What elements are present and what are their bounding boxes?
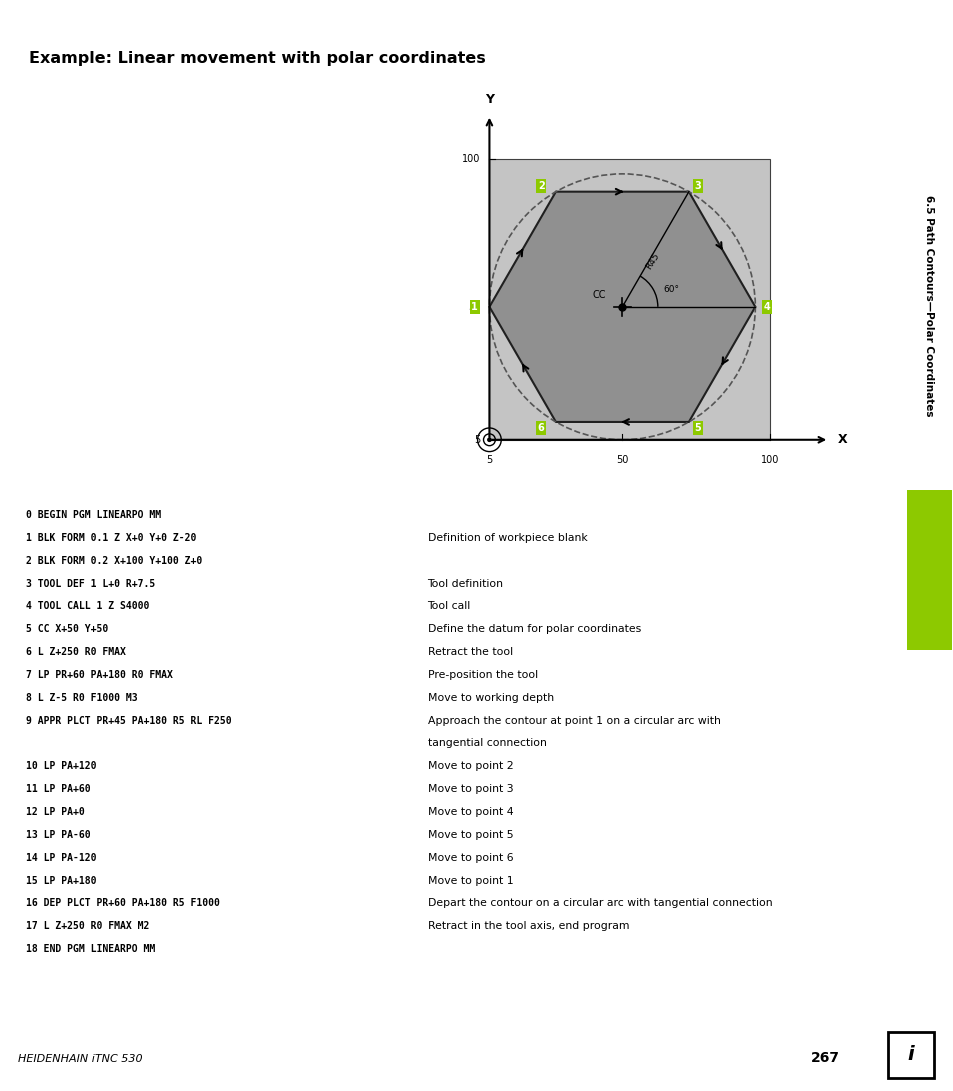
Text: Move to working depth: Move to working depth xyxy=(427,693,553,703)
Text: Move to point 2: Move to point 2 xyxy=(427,762,513,771)
Text: Define the datum for polar coordinates: Define the datum for polar coordinates xyxy=(427,624,640,634)
Text: 5: 5 xyxy=(486,455,492,465)
Text: Y: Y xyxy=(484,93,494,106)
Text: 6.5 Path Contours—Polar Coordinates: 6.5 Path Contours—Polar Coordinates xyxy=(923,194,934,417)
Text: 1: 1 xyxy=(471,302,477,312)
Text: i: i xyxy=(906,1045,913,1065)
Text: Move to point 4: Move to point 4 xyxy=(427,807,513,817)
Text: Example: Linear movement with polar coordinates: Example: Linear movement with polar coor… xyxy=(29,51,485,67)
Text: Move to point 3: Move to point 3 xyxy=(427,784,513,794)
Text: 5: 5 xyxy=(694,423,700,433)
Text: 17 L Z+250 R0 FMAX M2: 17 L Z+250 R0 FMAX M2 xyxy=(26,921,150,932)
Text: Pre-position the tool: Pre-position the tool xyxy=(427,670,537,680)
Text: Retract the tool: Retract the tool xyxy=(427,647,512,657)
Text: Approach the contour at point 1 on a circular arc with: Approach the contour at point 1 on a cir… xyxy=(427,716,720,726)
Text: Depart the contour on a circular arc with tangential connection: Depart the contour on a circular arc wit… xyxy=(427,898,771,909)
Bar xyxy=(906,490,950,650)
Text: CC: CC xyxy=(592,290,606,300)
Text: 6: 6 xyxy=(537,423,544,433)
FancyBboxPatch shape xyxy=(886,1032,933,1078)
Bar xyxy=(489,159,769,440)
Circle shape xyxy=(487,437,492,442)
Text: Move to point 1: Move to point 1 xyxy=(427,876,513,886)
Text: 100: 100 xyxy=(760,455,779,465)
Text: 50: 50 xyxy=(468,302,480,312)
Text: 4: 4 xyxy=(763,302,770,312)
Text: 2 BLK FORM 0.2 X+100 Y+100 Z+0: 2 BLK FORM 0.2 X+100 Y+100 Z+0 xyxy=(26,555,202,565)
Text: 11 LP PA+60: 11 LP PA+60 xyxy=(26,784,91,794)
Text: Tool call: Tool call xyxy=(427,601,471,611)
Text: 14 LP PA-120: 14 LP PA-120 xyxy=(26,853,96,863)
Text: 9 APPR PLCT PR+45 PA+180 R5 RL F250: 9 APPR PLCT PR+45 PA+180 R5 RL F250 xyxy=(26,716,232,726)
Text: 5 CC X+50 Y+50: 5 CC X+50 Y+50 xyxy=(26,624,108,634)
Text: tangential connection: tangential connection xyxy=(427,739,546,748)
Text: Definition of workpiece blank: Definition of workpiece blank xyxy=(427,532,587,543)
Text: 5: 5 xyxy=(474,435,480,445)
Text: Retract in the tool axis, end program: Retract in the tool axis, end program xyxy=(427,921,628,932)
Text: 12 LP PA+0: 12 LP PA+0 xyxy=(26,807,85,817)
Text: 4 TOOL CALL 1 Z S4000: 4 TOOL CALL 1 Z S4000 xyxy=(26,601,150,611)
Text: 60°: 60° xyxy=(663,285,679,295)
Text: Move to point 6: Move to point 6 xyxy=(427,853,513,863)
Text: HEIDENHAIN iTNC 530: HEIDENHAIN iTNC 530 xyxy=(18,1054,143,1064)
Text: 0 BEGIN PGM LINEARPO MM: 0 BEGIN PGM LINEARPO MM xyxy=(26,509,161,520)
Text: Move to point 5: Move to point 5 xyxy=(427,830,513,840)
Text: 6 L Z+250 R0 FMAX: 6 L Z+250 R0 FMAX xyxy=(26,647,126,657)
Text: 8 L Z-5 R0 F1000 M3: 8 L Z-5 R0 F1000 M3 xyxy=(26,693,137,703)
Text: 15 LP PA+180: 15 LP PA+180 xyxy=(26,876,96,886)
Text: 10 LP PA+120: 10 LP PA+120 xyxy=(26,762,96,771)
Text: 16 DEP PLCT PR+60 PA+180 R5 F1000: 16 DEP PLCT PR+60 PA+180 R5 F1000 xyxy=(26,898,219,909)
Text: 50: 50 xyxy=(616,455,628,465)
Text: 1 BLK FORM 0.1 Z X+0 Y+0 Z-20: 1 BLK FORM 0.1 Z X+0 Y+0 Z-20 xyxy=(26,532,196,543)
Text: 18 END PGM LINEARPO MM: 18 END PGM LINEARPO MM xyxy=(26,944,155,955)
Text: 7 LP PR+60 PA+180 R0 FMAX: 7 LP PR+60 PA+180 R0 FMAX xyxy=(26,670,172,680)
Text: R45: R45 xyxy=(643,251,660,271)
Text: 3 TOOL DEF 1 L+0 R+7.5: 3 TOOL DEF 1 L+0 R+7.5 xyxy=(26,578,155,588)
Text: 267: 267 xyxy=(810,1052,840,1066)
Text: 3: 3 xyxy=(694,181,700,191)
Polygon shape xyxy=(489,192,755,422)
Text: X: X xyxy=(837,433,847,446)
Text: 100: 100 xyxy=(461,154,480,164)
Text: Tool definition: Tool definition xyxy=(427,578,503,588)
Text: 2: 2 xyxy=(537,181,544,191)
Text: 13 LP PA-60: 13 LP PA-60 xyxy=(26,830,91,840)
